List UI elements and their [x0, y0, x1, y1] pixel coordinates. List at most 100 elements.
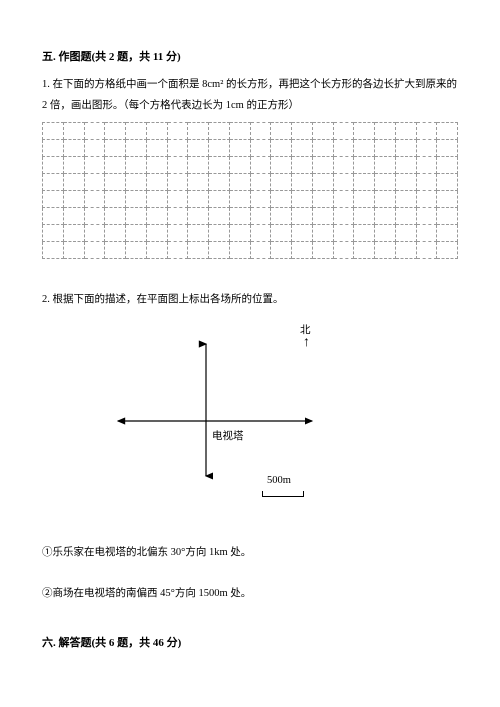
grid-cell	[437, 140, 458, 157]
grid-cell	[333, 174, 354, 191]
grid-cell	[437, 174, 458, 191]
grid-cell	[167, 225, 188, 242]
grid-cell	[229, 208, 250, 225]
grid-cell	[250, 123, 271, 140]
grid-cell	[209, 157, 230, 174]
grid-cell	[333, 191, 354, 208]
section5-header: 五. 作图题(共 2 题，共 11 分)	[42, 48, 458, 64]
grid-cell	[146, 208, 167, 225]
grid-cell	[375, 225, 396, 242]
grid-cell	[292, 157, 313, 174]
grid-cell	[229, 191, 250, 208]
sub-question-2: ②商场在电视塔的南偏西 45°方向 1500m 处。	[42, 585, 458, 604]
grid-cell	[292, 174, 313, 191]
grid-cell	[105, 225, 126, 242]
grid-cell	[229, 225, 250, 242]
grid-cell	[271, 242, 292, 259]
map-diagram: 北 ↑ 电视塔 500m	[112, 316, 392, 526]
grid-cell	[292, 225, 313, 242]
grid-cell	[271, 208, 292, 225]
grid-cell	[126, 157, 147, 174]
grid-cell	[43, 157, 64, 174]
grid-cell	[63, 157, 84, 174]
grid-cell	[84, 242, 105, 259]
grid-cell	[354, 174, 375, 191]
grid-cell	[395, 191, 416, 208]
grid-cell	[105, 208, 126, 225]
grid-cell	[375, 123, 396, 140]
grid-cell	[63, 191, 84, 208]
grid-cell	[250, 191, 271, 208]
grid-cell	[188, 191, 209, 208]
grid-cell	[188, 140, 209, 157]
grid-cell	[437, 208, 458, 225]
grid-cell	[105, 157, 126, 174]
grid-cell	[312, 157, 333, 174]
grid-cell	[312, 191, 333, 208]
grid-cell	[375, 157, 396, 174]
grid-cell	[63, 174, 84, 191]
grid-cell	[84, 225, 105, 242]
grid-cell	[63, 208, 84, 225]
grid-cell	[188, 242, 209, 259]
grid-cell	[209, 174, 230, 191]
grid-cell	[354, 191, 375, 208]
grid-cell	[395, 123, 416, 140]
grid-cell	[437, 242, 458, 259]
grid-cell	[271, 157, 292, 174]
grid-cell	[250, 208, 271, 225]
grid-cell	[146, 123, 167, 140]
grid-cell	[105, 174, 126, 191]
grid-cell	[375, 191, 396, 208]
grid-cell	[395, 225, 416, 242]
grid-cell	[167, 174, 188, 191]
center-label: 电视塔	[212, 428, 244, 443]
grid-cell	[333, 208, 354, 225]
grid-paper	[42, 122, 458, 259]
grid-cell	[271, 225, 292, 242]
grid-cell	[375, 242, 396, 259]
grid-cell	[416, 191, 437, 208]
grid-cell	[167, 157, 188, 174]
grid-cell	[437, 191, 458, 208]
grid-cell	[292, 242, 313, 259]
grid-cell	[43, 208, 64, 225]
scale-label: 500m	[267, 475, 291, 486]
grid-cell	[312, 225, 333, 242]
grid-cell	[354, 123, 375, 140]
grid-cell	[250, 157, 271, 174]
grid-cell	[354, 140, 375, 157]
grid-cell	[63, 140, 84, 157]
grid-cell	[312, 123, 333, 140]
grid-cell	[395, 157, 416, 174]
grid-cell	[209, 242, 230, 259]
question1-text: 1. 在下面的方格纸中画一个面积是 8cm² 的长方形，再把这个长方形的各边长扩…	[42, 74, 458, 116]
grid-cell	[63, 123, 84, 140]
grid-cell	[416, 208, 437, 225]
grid-cell	[105, 123, 126, 140]
grid-cell	[271, 191, 292, 208]
grid-cell	[416, 123, 437, 140]
grid-cell	[250, 140, 271, 157]
grid-cell	[84, 191, 105, 208]
grid-cell	[437, 157, 458, 174]
grid-cell	[229, 242, 250, 259]
grid-cell	[333, 225, 354, 242]
grid-cell	[416, 242, 437, 259]
grid-cell	[271, 174, 292, 191]
grid-table	[42, 122, 458, 259]
grid-cell	[126, 174, 147, 191]
grid-cell	[209, 123, 230, 140]
grid-cell	[375, 174, 396, 191]
grid-cell	[126, 123, 147, 140]
grid-cell	[395, 208, 416, 225]
grid-cell	[84, 157, 105, 174]
grid-cell	[126, 140, 147, 157]
grid-cell	[312, 242, 333, 259]
grid-cell	[209, 191, 230, 208]
grid-cell	[395, 242, 416, 259]
grid-cell	[63, 242, 84, 259]
grid-cell	[209, 225, 230, 242]
grid-cell	[333, 242, 354, 259]
grid-cell	[167, 140, 188, 157]
